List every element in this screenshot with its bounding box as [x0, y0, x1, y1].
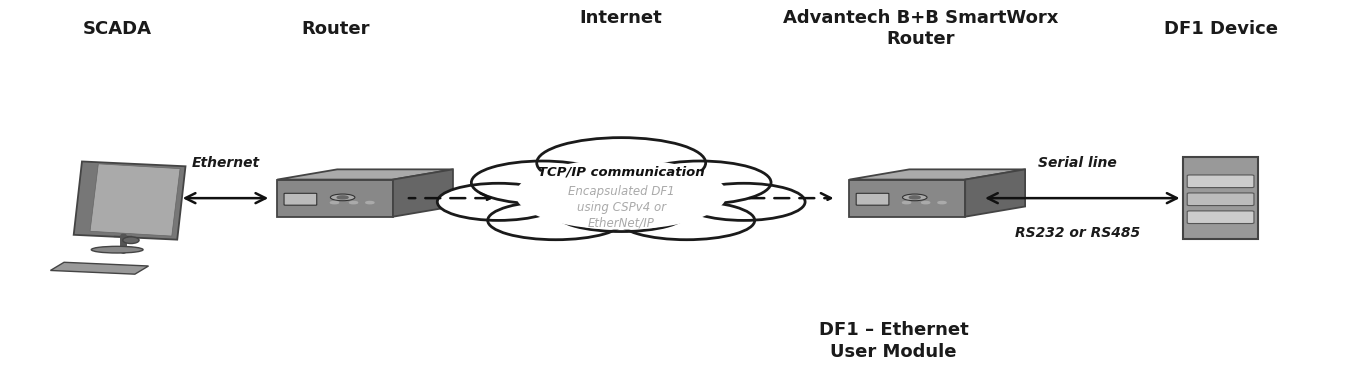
Ellipse shape: [629, 161, 771, 204]
Text: DF1 Device: DF1 Device: [1163, 20, 1278, 38]
Text: Router: Router: [300, 20, 370, 38]
Ellipse shape: [437, 183, 560, 220]
Text: Ethernet: Ethernet: [192, 156, 261, 170]
Polygon shape: [277, 180, 393, 217]
Circle shape: [938, 202, 946, 204]
Ellipse shape: [618, 201, 755, 240]
Circle shape: [330, 194, 355, 201]
Circle shape: [902, 194, 927, 201]
Ellipse shape: [516, 159, 726, 230]
Circle shape: [337, 196, 348, 199]
Circle shape: [921, 202, 930, 204]
Text: DF1 – Ethernet
User Module: DF1 – Ethernet User Module: [819, 321, 969, 361]
Ellipse shape: [91, 246, 143, 253]
FancyBboxPatch shape: [1183, 157, 1259, 239]
Text: Encapsulated DF1
using CSPv4 or
EtherNet/IP: Encapsulated DF1 using CSPv4 or EtherNet…: [568, 185, 674, 230]
Ellipse shape: [556, 196, 687, 232]
Text: SCADA: SCADA: [83, 20, 152, 38]
Ellipse shape: [536, 138, 706, 188]
Polygon shape: [965, 169, 1025, 217]
Circle shape: [349, 202, 358, 204]
Polygon shape: [849, 169, 1025, 180]
FancyBboxPatch shape: [1188, 193, 1254, 206]
FancyBboxPatch shape: [1188, 175, 1254, 188]
Ellipse shape: [682, 183, 805, 220]
FancyBboxPatch shape: [1188, 211, 1254, 224]
Polygon shape: [849, 180, 965, 217]
Ellipse shape: [487, 201, 624, 240]
Ellipse shape: [471, 161, 613, 204]
Text: TCP/IP communication: TCP/IP communication: [538, 166, 704, 179]
Text: Internet: Internet: [580, 9, 662, 27]
Ellipse shape: [123, 237, 139, 243]
Circle shape: [366, 202, 374, 204]
Text: Advantech B+B SmartWorx
Router: Advantech B+B SmartWorx Router: [784, 9, 1059, 47]
FancyBboxPatch shape: [284, 193, 317, 205]
Text: Serial line: Serial line: [1039, 156, 1117, 170]
Text: RS232 or RS485: RS232 or RS485: [1016, 226, 1140, 240]
FancyBboxPatch shape: [856, 193, 889, 205]
Circle shape: [909, 196, 920, 199]
Polygon shape: [74, 162, 186, 240]
Circle shape: [902, 202, 910, 204]
Polygon shape: [393, 169, 453, 217]
Polygon shape: [90, 164, 180, 236]
Ellipse shape: [491, 157, 751, 239]
Polygon shape: [277, 169, 453, 180]
Polygon shape: [51, 262, 149, 274]
Circle shape: [330, 202, 339, 204]
